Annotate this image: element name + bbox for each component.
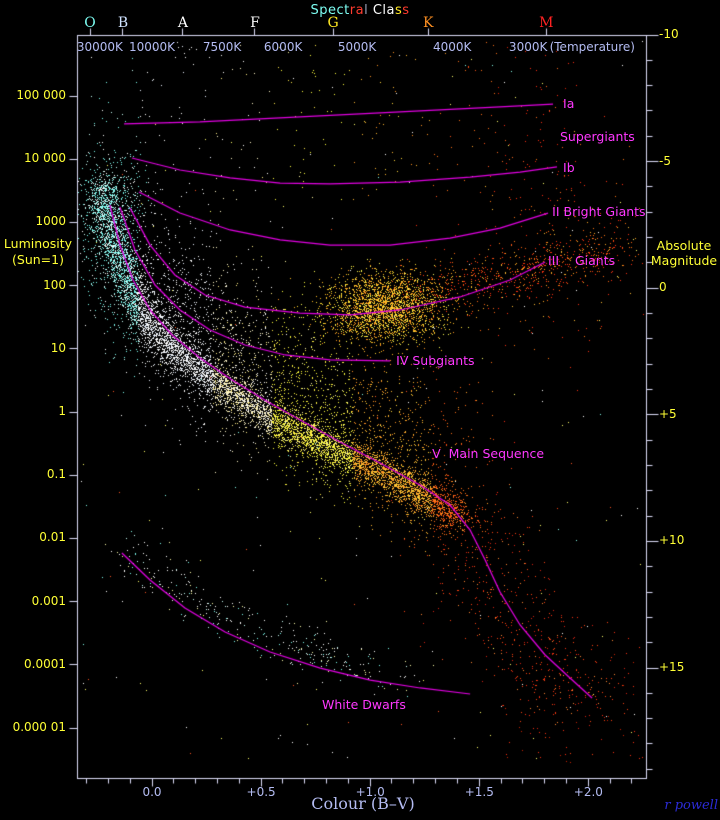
right-axis-tick-label: +10	[659, 533, 685, 548]
temperature-label: 5000K	[337, 40, 377, 54]
curve-label-ii-bright-giants: II Bright Giants	[552, 204, 646, 220]
left-axis-tick-label: 100	[43, 277, 66, 292]
temperature-label: 6000K	[263, 40, 303, 54]
curve-label-white-dwarfs: White Dwarfs	[321, 697, 406, 712]
title-char: s	[395, 3, 403, 18]
bottom-axis-tick-label: +1.5	[464, 785, 494, 799]
title-char: s	[402, 3, 410, 18]
left-axis-title-line2: (Sun=1)	[12, 252, 64, 267]
right-axis-title-line2: Magnitude	[650, 253, 718, 268]
spectral-class-label-O: O	[84, 15, 96, 31]
bottom-axis-title: Colour (B–V)	[311, 794, 415, 813]
bottom-axis-tick-label: +1.0	[355, 785, 385, 799]
curve-label-iii-giants: III Giants	[547, 253, 616, 269]
temperature-label: (Temperature)	[549, 40, 635, 54]
spectral-class-label-G: G	[327, 15, 339, 31]
curve-label-v-main-sequence: V Main Sequence	[432, 445, 545, 461]
left-axis-tick-label: 10	[50, 340, 66, 355]
spectral-class-label-K: K	[422, 15, 434, 31]
left-axis-tick-label: 1	[58, 404, 66, 418]
title-char: e	[327, 3, 337, 18]
curve-label-iv-subgiants: IV Subgiants	[396, 353, 475, 368]
left-axis-title-line1: Luminosity	[3, 236, 73, 251]
spectral-class-label-B: B	[117, 15, 129, 31]
curve-label-ia: Ia	[563, 95, 575, 111]
title-char: l	[364, 3, 369, 18]
left-axis-tick-label: 100 000	[16, 88, 66, 102]
left-axis-tick-label: 1000	[35, 214, 66, 229]
temperature-label: 30000K	[76, 40, 123, 54]
left-axis-tick-label: 0.001	[31, 593, 66, 608]
left-axis-tick-label: 10 000	[24, 151, 66, 166]
title-char: r	[349, 3, 356, 18]
left-axis-tick-label: 0.0001	[24, 656, 66, 671]
bottom-axis-tick-label: 0.0	[142, 785, 162, 799]
title-char: a	[386, 3, 395, 18]
right-axis-title-line1: Absolute	[656, 238, 712, 253]
right-axis-tick-label: +5	[659, 406, 677, 421]
temperature-label: 10000K	[128, 40, 176, 54]
left-axis-tick-label: 0.000 01	[12, 720, 66, 734]
curve-label-supergiants: Supergiants	[559, 129, 635, 145]
right-axis-tick-label: 0	[659, 280, 667, 295]
right-axis-tick-label: -5	[659, 153, 671, 168]
title-char: l	[382, 3, 387, 18]
right-axis-tick-label: +15	[659, 660, 685, 674]
left-axis-tick-label: 0.1	[46, 467, 66, 482]
bottom-axis-tick-label: +2.0	[573, 785, 603, 799]
spectral-class-label-M: M	[539, 15, 554, 31]
spectral-class-label-A: A	[177, 15, 189, 31]
right-axis-tick-label: -10	[659, 27, 679, 41]
temperature-label: 7500K	[202, 40, 242, 54]
spectral-class-label-F: F	[250, 15, 260, 31]
title-char: p	[319, 3, 328, 18]
title-char: t	[344, 3, 350, 18]
temperature-label: 4000K	[432, 40, 472, 54]
bottom-axis-tick-label: +0.5	[246, 785, 276, 799]
title-char: c	[336, 3, 345, 18]
title-char: a	[355, 3, 365, 18]
curve-label-ib: Ib	[563, 159, 575, 175]
title-char: S	[310, 3, 320, 18]
temperature-label: 3000K	[508, 40, 548, 54]
left-axis-tick-label: 0.01	[39, 530, 66, 545]
author-signature: r powell	[664, 798, 718, 813]
title-char: C	[372, 3, 383, 18]
